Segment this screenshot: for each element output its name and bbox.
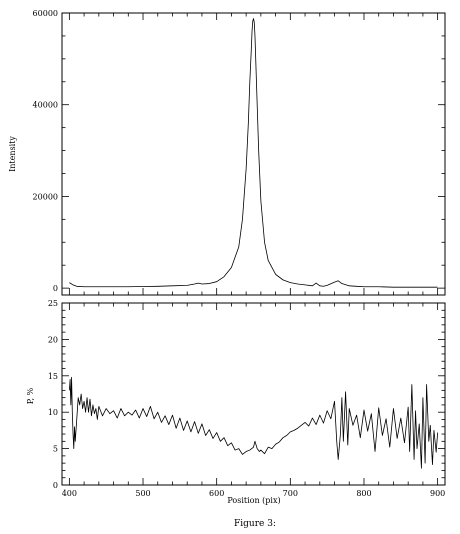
position-x-tick-label: 600 [209,489,224,498]
position-x-tick-label: 400 [62,489,77,498]
polarization-plot: 0 5 10 15 20 25 400 500 600 700 800 900 P, % Posit… [26,299,446,505]
intensity-line [69,18,438,288]
intensity-y-tick-label: 20000 [33,192,58,201]
polarization-y-tick-label: 20 [48,335,58,344]
polarization-y-tick-label: 0 [53,481,58,490]
position-x-tick-label: 900 [430,489,445,498]
polarization-y-tick-label: 5 [53,445,58,454]
intensity-y-tick-labels: 0 20000 40000 60000 [33,9,58,293]
polarization-line [68,376,439,469]
figure-caption: Figure 3: [234,519,276,529]
intensity-plot-ticks [62,12,445,295]
position-x-tick-label: 700 [283,489,298,498]
polarization-y-tick-label: 25 [48,299,58,308]
polarization-series [68,376,439,469]
position-x-tick-labels: 400 500 600 700 800 900 [62,489,446,498]
polarization-y-axis-label: P, % [26,387,35,404]
position-x-tick-label: 800 [356,489,371,498]
intensity-y-tick-label: 40000 [33,101,58,110]
polarization-plot-frame [61,302,446,486]
intensity-series [69,18,438,288]
intensity-plot-frame [61,12,446,296]
intensity-y-axis-label: Intensity [8,136,17,172]
intensity-y-tick-label: 0 [53,284,58,293]
polarization-y-tick-labels: 0 5 10 15 20 25 [48,299,58,490]
polarization-y-tick-label: 10 [48,408,58,417]
intensity-y-tick-label: 60000 [33,9,58,18]
intensity-plot: 0 20000 40000 60000 Intensity [8,9,446,296]
position-x-axis-label: Position (pix) [227,496,280,505]
polarization-plot-ticks [62,302,445,486]
polarization-y-tick-label: 15 [48,372,58,381]
position-x-tick-label: 500 [135,489,150,498]
